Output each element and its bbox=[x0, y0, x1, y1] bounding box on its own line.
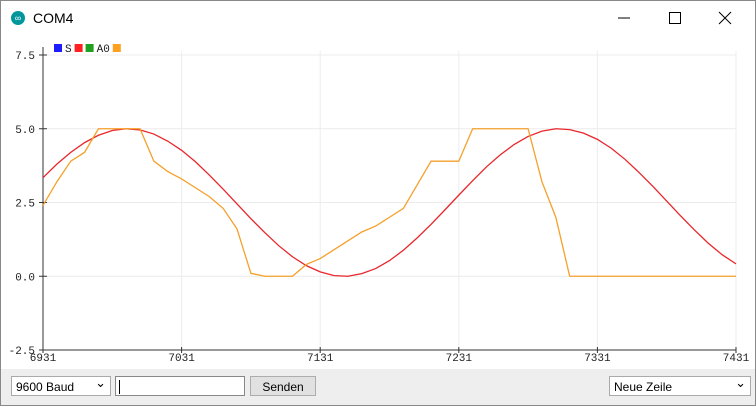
x-tick-label: 7031 bbox=[168, 353, 195, 365]
title-bar-icons: ∞ bbox=[11, 11, 732, 25]
legend-swatch bbox=[85, 44, 94, 52]
x-tick-label: 7131 bbox=[307, 353, 334, 365]
x-tick-label: 6931 bbox=[30, 353, 57, 365]
x-tick-label: 7431 bbox=[723, 353, 750, 365]
line-ending-select[interactable]: Neue Zeile bbox=[609, 373, 751, 396]
control-bar: 9600 Baud Senden Neue Zeile bbox=[1, 369, 755, 405]
legend-swatch bbox=[54, 44, 62, 52]
y-tick-label: 0.0 bbox=[15, 272, 35, 284]
close-button[interactable] bbox=[718, 11, 732, 25]
title-bar: ∞ COM4 bbox=[1, 1, 755, 35]
y-tick-label: -2.5 bbox=[9, 346, 35, 358]
baud-select[interactable]: 9600 Baud bbox=[11, 373, 111, 396]
legend-swatch bbox=[112, 44, 121, 52]
plot: 6931 7031 7131 7231 7331 7431 -2.5 0.0 2.5 5.0 7.5… bbox=[9, 44, 750, 365]
x-tick-label: 7331 bbox=[584, 353, 611, 365]
send-input[interactable] bbox=[115, 376, 245, 396]
legend-label: A0 bbox=[97, 44, 110, 56]
app-icon-glyph: ∞ bbox=[15, 13, 21, 23]
x-tick-label: 7231 bbox=[446, 353, 473, 365]
series-line bbox=[42, 128, 737, 277]
maximize-button[interactable] bbox=[669, 12, 681, 24]
send-button[interactable]: Senden bbox=[250, 376, 316, 396]
legend-label: S bbox=[65, 44, 72, 56]
y-tick-label: 7.5 bbox=[15, 51, 35, 63]
app-icon bbox=[11, 11, 25, 25]
window-title: COM4 bbox=[33, 10, 74, 26]
legend-swatch bbox=[74, 44, 83, 52]
y-tick-label: 2.5 bbox=[15, 199, 35, 211]
y-tick-label: 5.0 bbox=[15, 125, 35, 137]
series-line bbox=[42, 128, 736, 277]
